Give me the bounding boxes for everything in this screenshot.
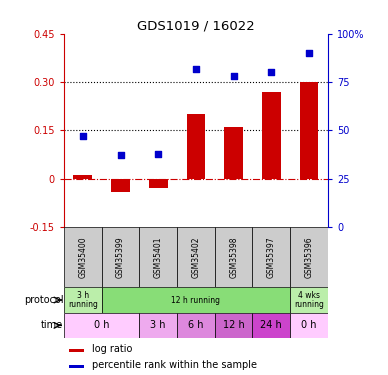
Point — [80, 133, 86, 139]
Bar — [215, 313, 253, 338]
Text: GSM35401: GSM35401 — [154, 236, 163, 278]
Bar — [69, 365, 84, 368]
Text: 3 h
running: 3 h running — [68, 291, 98, 309]
Point — [193, 66, 199, 72]
Text: log ratio: log ratio — [92, 344, 132, 354]
Bar — [102, 227, 139, 287]
Bar — [111, 178, 130, 192]
Text: 0 h: 0 h — [301, 320, 317, 330]
Text: GSM35397: GSM35397 — [267, 236, 276, 278]
Bar — [253, 227, 290, 287]
Bar — [290, 227, 328, 287]
Bar — [139, 313, 177, 338]
Bar — [177, 227, 215, 287]
Text: GSM35399: GSM35399 — [116, 236, 125, 278]
Bar — [290, 313, 328, 338]
Text: 0 h: 0 h — [94, 320, 109, 330]
Bar — [300, 82, 319, 178]
Point — [230, 73, 237, 79]
Bar — [290, 287, 328, 313]
Point — [268, 69, 274, 75]
Bar — [139, 227, 177, 287]
Title: GDS1019 / 16022: GDS1019 / 16022 — [137, 20, 255, 33]
Bar — [149, 178, 168, 188]
Bar — [102, 287, 290, 313]
Bar — [187, 114, 205, 178]
Text: percentile rank within the sample: percentile rank within the sample — [92, 360, 257, 370]
Text: 4 wks
running: 4 wks running — [294, 291, 324, 309]
Bar — [177, 313, 215, 338]
Point — [306, 50, 312, 56]
Point — [155, 150, 161, 156]
Text: GSM35402: GSM35402 — [191, 236, 201, 278]
Text: 6 h: 6 h — [188, 320, 204, 330]
Text: GSM35396: GSM35396 — [305, 236, 314, 278]
Text: time: time — [41, 320, 63, 330]
Text: 12 h running: 12 h running — [171, 296, 220, 304]
Bar — [253, 313, 290, 338]
Text: GSM35400: GSM35400 — [78, 236, 87, 278]
Bar — [64, 313, 139, 338]
Bar — [73, 176, 92, 178]
Text: 24 h: 24 h — [260, 320, 282, 330]
Text: 3 h: 3 h — [151, 320, 166, 330]
Text: GSM35398: GSM35398 — [229, 236, 238, 278]
Bar — [64, 227, 102, 287]
Text: protocol: protocol — [24, 295, 63, 305]
Text: 12 h: 12 h — [223, 320, 244, 330]
Bar — [69, 349, 84, 352]
Bar — [224, 127, 243, 178]
Point — [118, 153, 124, 159]
Bar — [215, 227, 253, 287]
Bar — [262, 92, 281, 178]
Bar — [64, 287, 102, 313]
